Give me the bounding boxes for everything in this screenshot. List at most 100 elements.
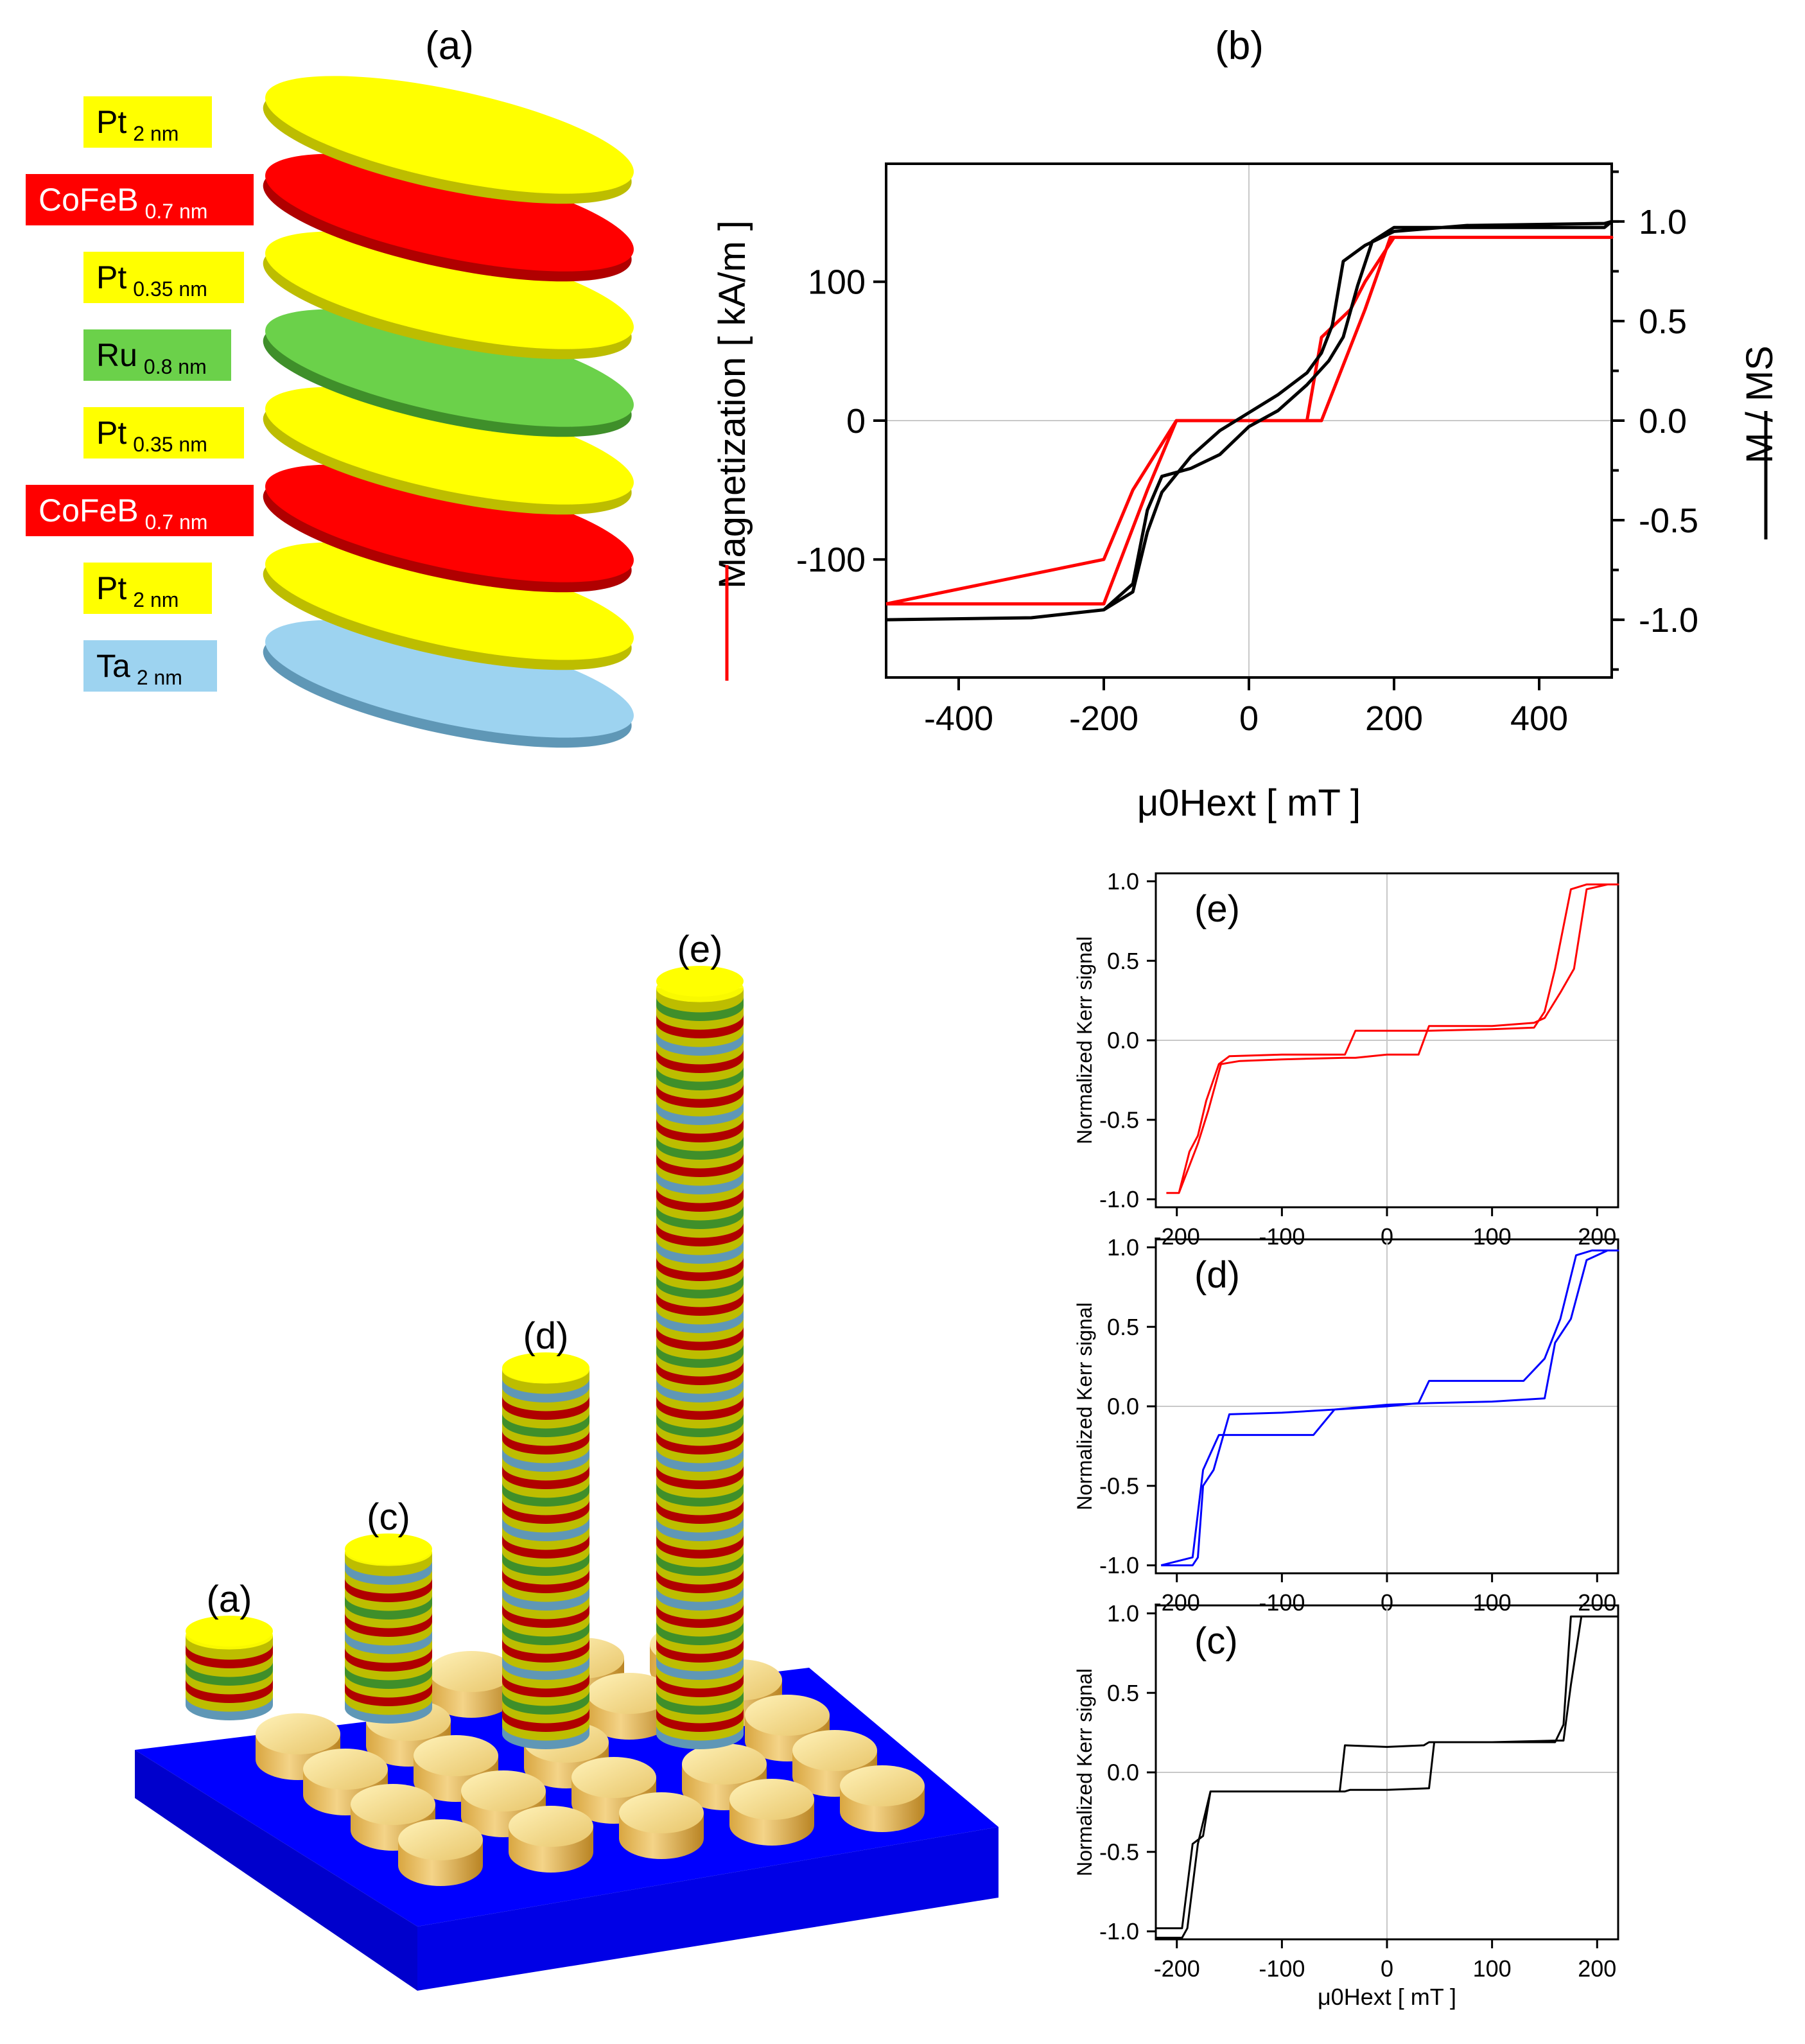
layer-disc-6 [263, 542, 634, 670]
y2-tick-label: -1.0 [1639, 601, 1698, 640]
gold-disc-top [256, 1713, 340, 1754]
pillar-2 [502, 1352, 589, 1749]
y-tick-label: 100 [808, 263, 866, 302]
x-tick-label: -100 [1259, 1589, 1305, 1616]
layer-label: Ta 2 nm [96, 648, 182, 689]
gold-disc-top [619, 1792, 704, 1833]
pillar-1 [345, 1533, 432, 1724]
panel-label: (c) [1194, 1620, 1238, 1662]
y-tick-label: -0.5 [1099, 1106, 1139, 1133]
layer-thickness: 0.7 nm [145, 200, 208, 223]
pillar-cap [345, 1533, 432, 1564]
layer-thickness: 2 nm [133, 588, 179, 611]
pillar-label-d: (d) [523, 1315, 569, 1357]
pillar-cap [656, 966, 744, 997]
gold-disc-array [256, 1624, 925, 1886]
gold-disc-top [840, 1765, 925, 1806]
chart-d: -200 -100 0 100 200 -1.0 -0.5 0.0 0.5 1.0 (d) Norma… [1073, 1234, 1619, 1616]
layer-label: Pt 2 nm [96, 570, 179, 611]
gold-disc-top [509, 1806, 593, 1847]
layer-disc-face [265, 309, 634, 427]
gold-disc-top [587, 1673, 672, 1714]
y-tick-label: 1.0 [1107, 1600, 1139, 1627]
y-tick-label: 0.5 [1107, 1314, 1139, 1340]
series-line [1166, 883, 1619, 1194]
y-tick-label: -1.0 [1099, 1552, 1139, 1578]
gold-disc-top [351, 1784, 435, 1825]
layer-label: CoFeB 0.7 nm [39, 182, 207, 223]
x-axis-label: μ0Hext [ mT ] [1137, 782, 1361, 824]
x-tick-label: 100 [1473, 1589, 1512, 1616]
layer-name: Ta [96, 648, 130, 684]
pillar-3 [656, 966, 744, 1749]
y-axis-label: Magnetization [ kA/m ] [711, 220, 753, 589]
y-tick-label: -0.5 [1099, 1472, 1139, 1499]
y-tick-label: -1.0 [1099, 1186, 1139, 1212]
layer-thickness: 2 nm [137, 666, 182, 689]
y-tick-label: 0.0 [1107, 1393, 1139, 1420]
layer-disc-2 [263, 231, 634, 360]
x-tick-label: 200 [1578, 1589, 1616, 1616]
x-tick-label: -100 [1259, 1955, 1305, 1982]
layer-label-box [83, 563, 212, 614]
layer-disc-face [265, 387, 634, 505]
layer-disc-face [265, 153, 634, 272]
panel-label: (d) [1194, 1254, 1240, 1296]
gold-disc-top [414, 1735, 498, 1776]
x-tick-label: 200 [1578, 1223, 1616, 1250]
x-tick-label: -200 [1154, 1589, 1200, 1616]
y-tick-label: 0.5 [1107, 1680, 1139, 1706]
x-tick-label: -200 [1069, 699, 1138, 738]
gold-disc-top [745, 1695, 830, 1736]
y-tick-label: 0.0 [1107, 1760, 1139, 1786]
pillar-cap [502, 1352, 589, 1383]
layer-disc-face [265, 542, 634, 660]
layer-label-box [26, 174, 254, 225]
series-line [1156, 1615, 1619, 1939]
layer-label-box [83, 329, 231, 381]
layer-name: CoFeB [39, 493, 139, 528]
layer-name: Pt [96, 104, 126, 140]
layer-label-box [83, 407, 244, 459]
layer-disc-face [265, 231, 634, 349]
x-tick-label: 400 [1510, 699, 1568, 738]
x-tick-label: 0 [1381, 1223, 1393, 1250]
chart-e: -200 -100 0 100 200 -1.0 -0.5 0.0 0.5 1.0 (e) Norma… [1073, 868, 1619, 1250]
layer-stack [263, 76, 634, 748]
x-tick-label: 200 [1365, 699, 1423, 738]
series-line [885, 236, 1614, 606]
layer-label: CoFeB 0.7 nm [39, 493, 207, 534]
x-tick-label: 200 [1578, 1955, 1616, 1982]
layer-disc-5 [263, 464, 634, 593]
pillar-label-c: (c) [367, 1496, 410, 1538]
y-tick-label: -1.0 [1099, 1918, 1139, 1944]
panel-label: (e) [1194, 888, 1240, 930]
gold-disc-top [682, 1743, 767, 1785]
layer-label-box [83, 96, 212, 148]
y2-axis-label: M / MS [1739, 345, 1781, 464]
y-axis-label: Normalized Kerr signal [1073, 936, 1096, 1144]
layer-labels: Pt 2 nm CoFeB 0.7 nm Pt 0.35 nm Ru 0.8 nm Pt 0.35… [26, 96, 254, 692]
x-tick-label: 0 [1381, 1589, 1393, 1616]
pillar-array-illustration [135, 966, 998, 1991]
y-tick-label: -0.5 [1099, 1839, 1139, 1865]
series-line [885, 220, 1614, 622]
layer-disc-face [265, 464, 634, 582]
y2-tick-label: 1.0 [1639, 203, 1687, 241]
x-axis-label: μ0Hext [ mT ] [1318, 1984, 1456, 2010]
layer-disc-0 [263, 76, 634, 204]
chart-b: -400 -200 0 200 400 -100 0 100 -1.0 -0.5 0.0 0.5 1.0… [711, 162, 1781, 824]
gold-disc-top [429, 1651, 514, 1692]
y-tick-label: 0 [846, 402, 866, 441]
layer-disc-1 [263, 153, 634, 282]
y-axis-label: Normalized Kerr signal [1073, 1668, 1096, 1876]
x-tick-label: -400 [924, 699, 993, 738]
pillar-label-e: (e) [677, 929, 723, 970]
gold-disc-top [461, 1770, 546, 1812]
y2-tick-label: -0.5 [1639, 502, 1698, 540]
layer-name: Pt [96, 415, 126, 451]
layer-disc-7 [263, 620, 634, 748]
panel-label-b: (b) [1215, 24, 1264, 68]
layer-name: Pt [96, 570, 126, 606]
layer-thickness: 2 nm [133, 122, 179, 145]
